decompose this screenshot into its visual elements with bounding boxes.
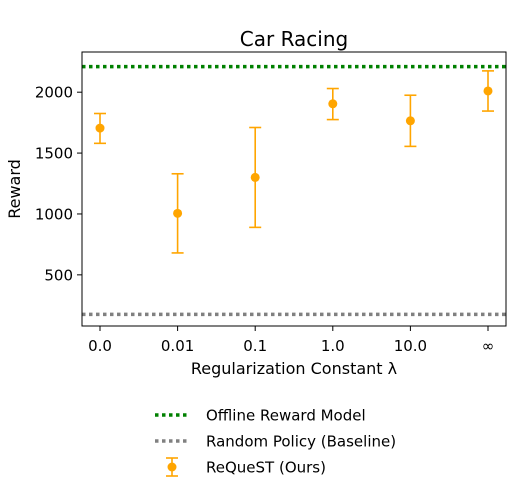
legend-label-2: ReQueST (Ours) (206, 459, 326, 477)
legend: Offline Reward Model Random Policy (Basel… (155, 407, 396, 477)
y-tick-label-1: 1000 (35, 205, 73, 223)
x-axis-ticks: 0.0 0.01 0.1 1.0 10.0 ∞ (88, 326, 494, 355)
y-tick-label-0: 500 (44, 266, 73, 284)
y-tick-label-2: 1500 (35, 145, 73, 163)
reference-lines (82, 64, 506, 317)
x-tick-label-3: 1.0 (321, 337, 345, 355)
x-tick-label-4: 10.0 (394, 337, 427, 355)
data-point-1 (173, 208, 183, 218)
y-axis-ticks: 500 1000 1500 2000 (35, 84, 82, 284)
data-point-0 (95, 123, 105, 133)
data-point-5 (483, 86, 493, 96)
data-points (95, 86, 493, 218)
data-point-2 (250, 172, 260, 182)
x-tick-label-2: 0.1 (243, 337, 267, 355)
plot-frame (81, 51, 507, 327)
y-tick-label-3: 2000 (35, 84, 73, 102)
y-axis-label: Reward (5, 159, 24, 219)
legend-label-1: Random Policy (Baseline) (206, 433, 396, 451)
chart-title: Car Racing (240, 27, 348, 51)
x-tick-label-5: ∞ (482, 337, 495, 355)
x-tick-label-1: 0.01 (161, 337, 194, 355)
legend-label-0: Offline Reward Model (206, 407, 366, 425)
data-point-3 (328, 99, 338, 109)
data-point-4 (405, 116, 415, 126)
x-tick-label-0: 0.0 (88, 337, 112, 355)
x-axis-label: Regularization Constant λ (191, 359, 397, 378)
legend-swatch-point (167, 462, 177, 472)
error-bars (94, 70, 494, 254)
